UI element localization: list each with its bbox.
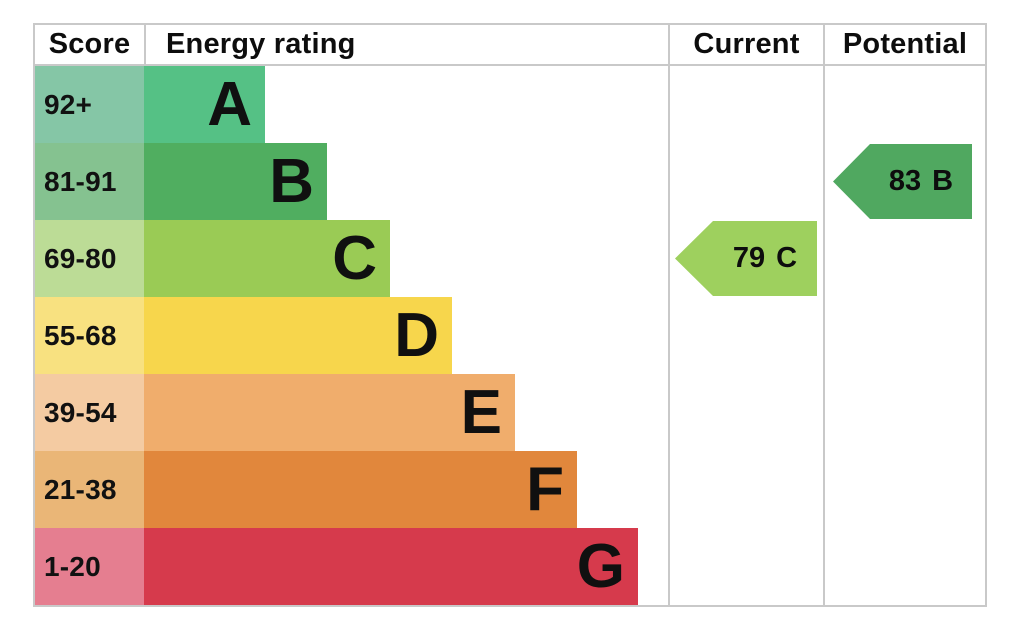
- potential-rating-label: 83 B: [870, 144, 972, 219]
- score-range-e: 39-54: [35, 374, 144, 451]
- score-range-b: 81-91: [35, 143, 144, 220]
- band-row-g: 1-20 G: [35, 528, 668, 605]
- current-rating-label: 79 C: [713, 221, 817, 296]
- score-column-header: Score: [48, 28, 131, 60]
- band-row-c: 69-80 C: [35, 220, 668, 297]
- rating-bar-e: E: [144, 374, 515, 451]
- score-range-d: 55-68: [35, 297, 144, 374]
- current-rating-arrow: 79 C: [675, 221, 817, 296]
- current-column-divider: [668, 25, 670, 605]
- band-row-f: 21-38 F: [35, 451, 668, 528]
- rating-bar-d: D: [144, 297, 452, 374]
- current-column-header: Current: [693, 28, 800, 60]
- potential-column-divider: [823, 25, 825, 605]
- score-range-a: 92+: [35, 66, 144, 143]
- left-arrow-icon: [833, 144, 972, 219]
- score-range-f: 21-38: [35, 451, 144, 528]
- band-row-a: 92+ A: [35, 66, 668, 143]
- potential-rating-letter: B: [932, 165, 954, 197]
- score-column-divider: [144, 25, 146, 64]
- epc-table: Score Energy rating Current Potential 92…: [33, 23, 987, 607]
- band-row-b: 81-91 B: [35, 143, 668, 220]
- potential-rating-arrow: 83 B: [833, 144, 972, 219]
- rating-bar-g: G: [144, 528, 638, 605]
- band-row-d: 55-68 D: [35, 297, 668, 374]
- rating-bar-c: C: [144, 220, 390, 297]
- current-rating-value: 79: [732, 242, 766, 274]
- potential-column-header: Potential: [842, 28, 968, 60]
- rating-bar-b: B: [144, 143, 327, 220]
- score-range-c: 69-80: [35, 220, 144, 297]
- score-range-g: 1-20: [35, 528, 144, 605]
- band-row-e: 39-54 E: [35, 374, 668, 451]
- rating-bar-f: F: [144, 451, 577, 528]
- current-rating-letter: C: [776, 242, 798, 274]
- potential-rating-value: 83: [888, 165, 922, 197]
- energy-rating-column-header: Energy rating: [166, 28, 356, 60]
- left-arrow-icon: [675, 221, 817, 296]
- rating-bar-a: A: [144, 66, 265, 143]
- header-bottom-border: [35, 64, 985, 66]
- rating-bands: 92+ A 81-91 B 69-80 C 55-68 D 39-54 E 21…: [35, 66, 668, 605]
